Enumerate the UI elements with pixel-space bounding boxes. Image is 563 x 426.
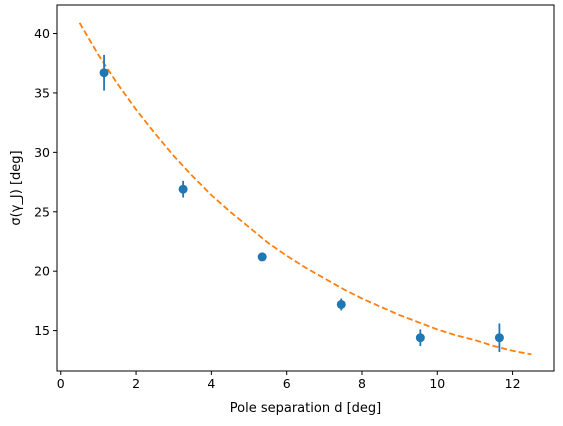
data-point bbox=[257, 252, 267, 262]
x-tick-label: 8 bbox=[358, 376, 366, 391]
y-tick-label: 40 bbox=[34, 26, 50, 41]
data-point bbox=[99, 68, 109, 78]
y-tick-label: 30 bbox=[34, 145, 50, 160]
x-tick-label: 12 bbox=[505, 376, 521, 391]
y-axis-label: σ(γ_J) [deg] bbox=[9, 150, 24, 225]
x-tick-label: 6 bbox=[283, 376, 291, 391]
x-tick-label: 10 bbox=[429, 376, 445, 391]
y-tick-label: 25 bbox=[34, 204, 50, 219]
axis-ticks: 0 2 4 6 8 10 12 15 20 25 30 35 40 bbox=[34, 26, 520, 391]
x-axis-label: Pole separation d [deg] bbox=[230, 401, 381, 416]
fit-curve bbox=[78, 22, 532, 356]
x-tick-label: 2 bbox=[132, 376, 140, 391]
x-tick-label: 4 bbox=[207, 376, 215, 391]
data-point bbox=[415, 333, 425, 343]
data-point bbox=[336, 299, 346, 309]
y-tick-label: 35 bbox=[34, 85, 50, 100]
x-tick-label: 0 bbox=[57, 376, 65, 391]
plot-area bbox=[78, 22, 532, 356]
data-point bbox=[494, 333, 504, 343]
data-point bbox=[178, 184, 188, 194]
axes-frame bbox=[56, 4, 555, 372]
y-tick-label: 20 bbox=[34, 264, 50, 279]
y-tick-label: 15 bbox=[34, 323, 50, 338]
